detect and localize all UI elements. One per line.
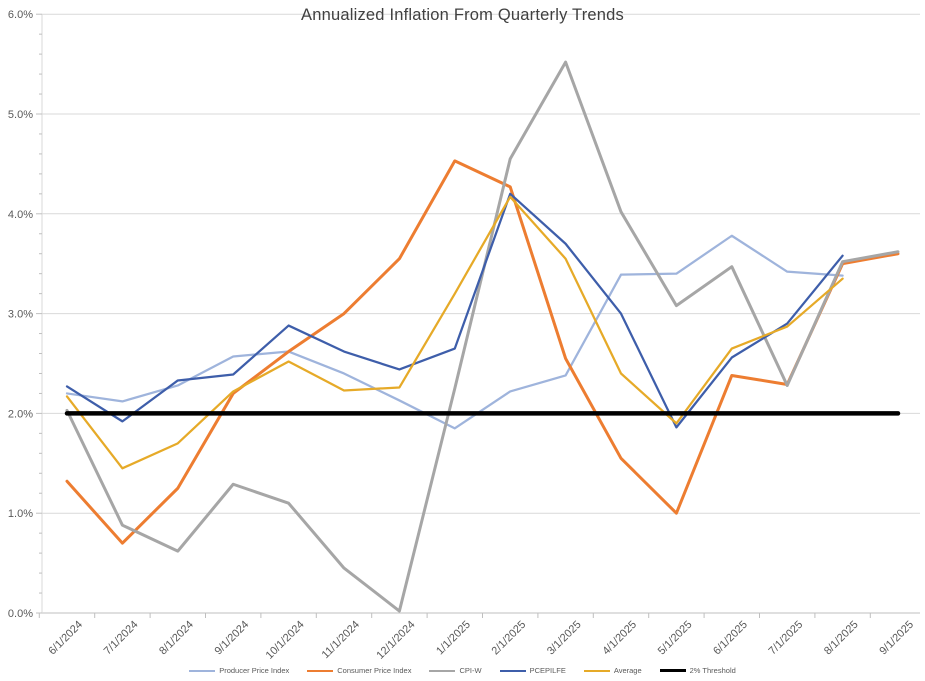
x-axis-label: 5/1/2025 [656,619,695,658]
legend-item-producer-price-index[interactable]: Producer Price Index [189,666,289,675]
legend-item-cpi-w[interactable]: CPI-W [429,666,482,675]
y-axis-label: 4.0% [8,209,33,221]
legend-label: 2% Threshold [689,666,736,675]
x-axis-label: 3/1/2025 [545,619,584,658]
y-axis-label: 5.0% [8,109,33,121]
x-axis-label: 7/1/2024 [102,619,141,658]
x-axis-label: 7/1/2025 [767,619,806,658]
x-axis-label: 9/1/2024 [213,619,252,658]
legend-label: Producer Price Index [219,666,290,675]
x-axis-label: 6/1/2024 [46,619,85,658]
legend-label: Consumer Price Index [337,666,412,675]
chart-legend: Producer Price Index Consumer Price Index… [0,666,925,675]
x-axis-label: 8/1/2024 [157,619,196,658]
series-line-cpi-w [65,60,900,613]
legend-line-swatch [429,669,456,672]
legend-label: PCEPILFE [529,666,566,675]
series-line-pcepilfe [65,192,844,429]
legend-label: CPI-W [459,666,482,675]
x-axis-label: 12/1/2024 [374,619,417,662]
legend-line-swatch [659,669,686,672]
y-axis-label: 2.0% [8,408,33,420]
legend-line-swatch [499,669,526,672]
x-axis-label: 11/1/2024 [320,619,363,662]
series-line-average [65,195,844,470]
legend-item-2-threshold[interactable]: 2% Threshold [659,666,736,675]
chart-title: Annualized Inflation From Quarterly Tren… [301,6,624,24]
legend-line-swatch [583,669,610,672]
x-axis-label: 8/1/2025 [822,619,861,658]
legend-line-swatch [307,669,334,672]
legend-item-average[interactable]: Average [583,666,642,675]
x-axis-label: 2/1/2025 [490,619,529,658]
x-axis-label: 6/1/2025 [711,619,750,658]
x-axis-label: 1/1/2025 [434,619,473,658]
x-axis-label: 4/1/2025 [600,619,639,658]
series-line-consumer-price-index [65,159,900,545]
y-axis-label: 0.0% [8,608,33,620]
y-axis-label: 1.0% [8,508,33,520]
y-axis-label: 3.0% [8,309,33,321]
legend-label: Average [613,666,642,675]
x-axis-label: 10/1/2024 [264,619,307,662]
legend-line-swatch [189,669,216,672]
y-axis-label: 6.0% [8,9,33,21]
legend-item-consumer-price-index[interactable]: Consumer Price Index [307,666,411,675]
x-axis-label: 9/1/2025 [877,619,916,658]
legend-item-pcepilfe[interactable]: PCEPILFE [499,666,566,675]
series-line-producer-price-index [65,234,844,430]
